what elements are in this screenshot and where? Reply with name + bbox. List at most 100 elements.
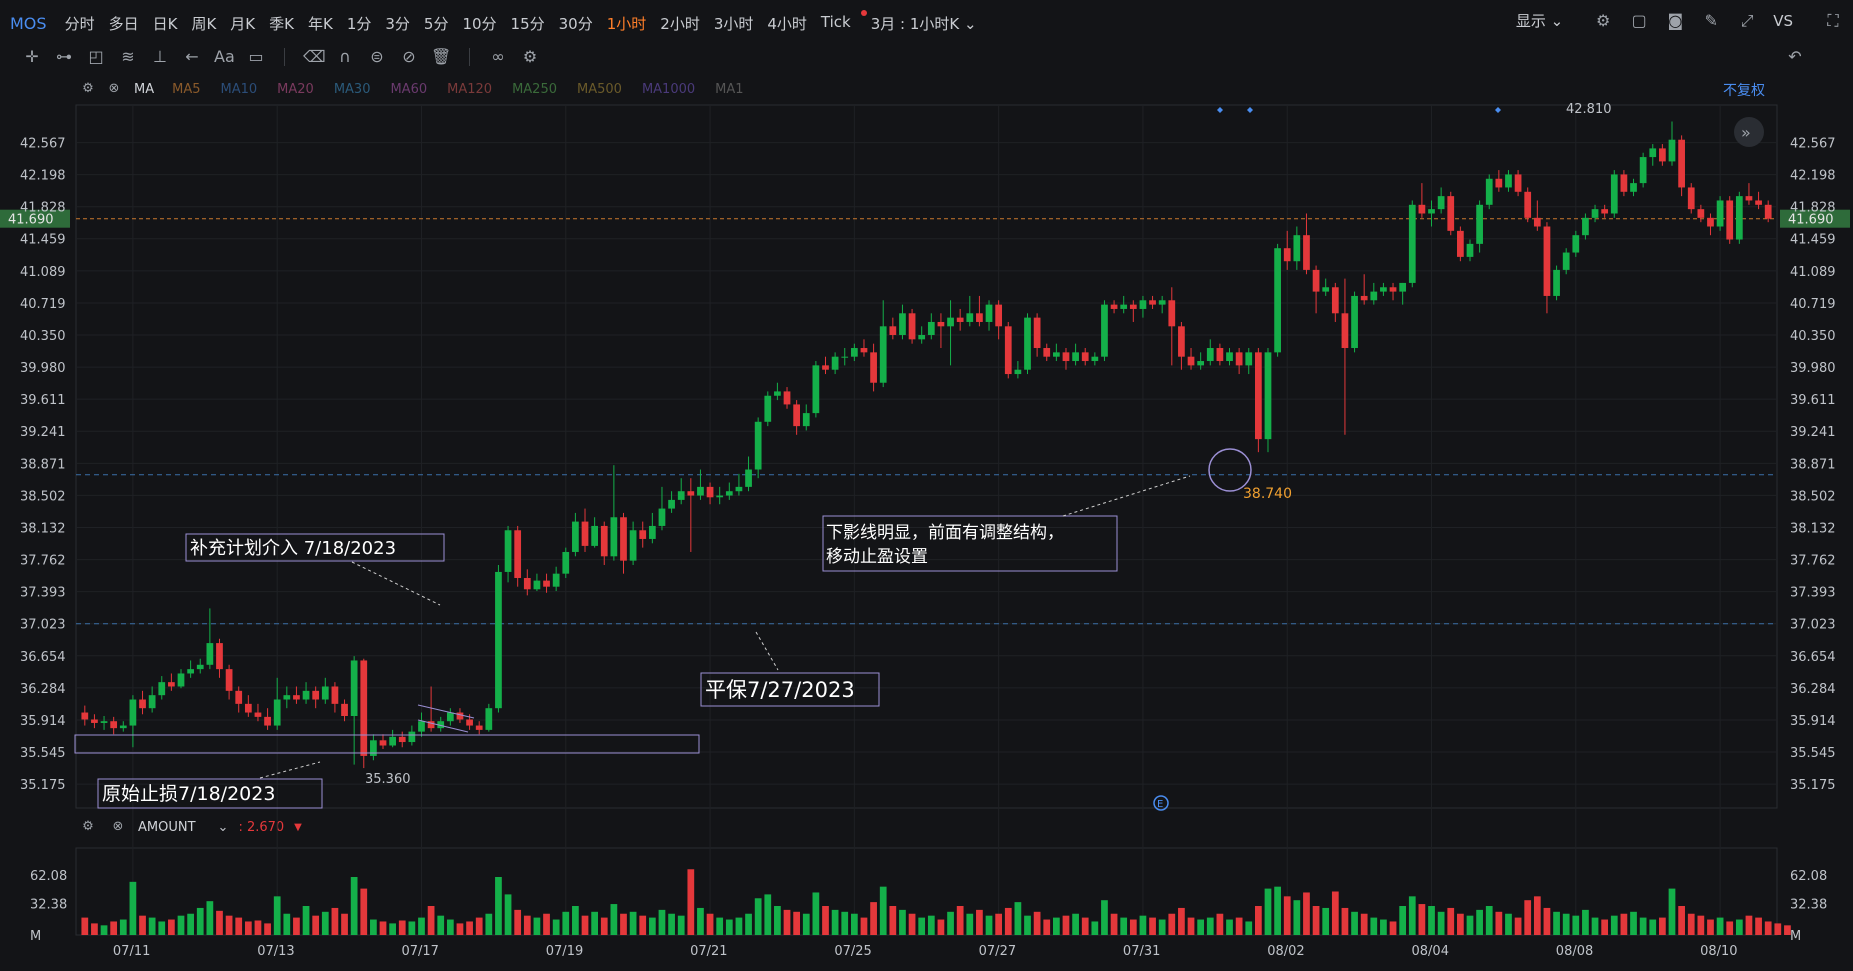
candle-body	[1755, 200, 1762, 205]
stop-circle[interactable]	[1208, 448, 1252, 492]
volume-bar	[1052, 917, 1060, 935]
timeframe-10[interactable]: 10分	[462, 14, 497, 33]
timeframe-9[interactable]: 5分	[423, 14, 449, 33]
hide-icon[interactable]: ⊘	[402, 47, 416, 66]
timeframe-7[interactable]: 1分	[346, 14, 372, 33]
y-tick-right: 37.023	[1790, 618, 1836, 633]
candle-body	[1476, 204, 1483, 244]
volume-bar	[1418, 904, 1426, 935]
ma-item-6[interactable]: MA250	[512, 81, 557, 97]
fullscreen-icon[interactable]: ⛶	[1827, 10, 1839, 30]
display-button[interactable]: 显示 ⌄	[1515, 12, 1564, 30]
adjust-button[interactable]: 不复权	[1723, 83, 1765, 99]
timeframe-14[interactable]: 2小时	[660, 14, 700, 33]
volume-bar	[1062, 915, 1070, 935]
crosshair-icon[interactable]: ✛	[25, 47, 39, 66]
expand-icon[interactable]: ⤢	[1740, 10, 1754, 30]
link-icon[interactable]: ∞	[491, 47, 505, 66]
anno3-box[interactable]	[700, 672, 880, 707]
gear-icon[interactable]: ⚙	[522, 47, 538, 66]
timeframe-0[interactable]: 分时	[64, 14, 95, 33]
timeframe-16[interactable]: 4小时	[767, 14, 807, 33]
ma-settings-icon[interactable]: ⚙	[82, 81, 94, 96]
ma-item-7[interactable]: MA500	[577, 81, 622, 97]
measure-tool-icon[interactable]: ⊥	[153, 47, 167, 66]
vol-settings-icon[interactable]: ⚙	[82, 819, 94, 834]
pencil-icon[interactable]: ✎	[1704, 10, 1718, 30]
timeframe-15[interactable]: 3小时	[713, 14, 754, 33]
timeframe-17[interactable]: Tick	[820, 12, 851, 31]
timeframe-8[interactable]: 3分	[385, 14, 410, 33]
timeframe-6[interactable]: 年K	[307, 14, 333, 33]
symbol-label[interactable]: MOS	[10, 13, 47, 33]
volume-bar	[1033, 911, 1041, 935]
vol-close-icon[interactable]: ⊗	[112, 819, 124, 834]
period-selector[interactable]: 3月 : 1小时K ⌄	[871, 13, 977, 34]
timeframe-5[interactable]: 季K	[269, 14, 294, 33]
ma-close-icon[interactable]: ⊗	[108, 81, 120, 96]
vol-label[interactable]: AMOUNT	[138, 819, 196, 835]
vol-chevron-icon[interactable]: ⌄	[217, 819, 229, 835]
timeframe-2[interactable]: 日K	[152, 14, 178, 33]
volume-bar	[966, 913, 974, 935]
undo-icon[interactable]: ↶	[1788, 47, 1802, 66]
eraser-icon[interactable]: ⌫	[303, 47, 326, 66]
low-label: 35.360	[365, 772, 411, 787]
display-label: 显示	[1515, 12, 1546, 30]
candle-body	[1610, 174, 1618, 214]
anno4-box[interactable]	[822, 515, 1118, 572]
anno1-box[interactable]	[185, 533, 445, 562]
anno2-box[interactable]	[97, 778, 323, 809]
ma-item-2[interactable]: MA20	[277, 81, 314, 97]
vs-button[interactable]: VS	[1773, 11, 1793, 30]
timeframe-3[interactable]: 周K	[191, 14, 217, 33]
ma-item-1[interactable]: MA10	[220, 81, 258, 97]
volume-bar	[1303, 892, 1310, 935]
volume-bar	[1601, 919, 1609, 935]
line-tool-icon[interactable]: ⊶	[56, 47, 72, 66]
timeframe-1[interactable]: 多日	[108, 14, 139, 33]
candle-body	[446, 712, 454, 722]
candle-body	[793, 404, 801, 427]
annotations[interactable]: 补充计划介入 7/18/2023 原始止损7/18/2023 平保7/27/20…	[74, 102, 1764, 811]
candle-body	[398, 736, 406, 743]
settings-icon[interactable]: ⚙	[1596, 10, 1611, 30]
scroll-right-button[interactable]	[1734, 117, 1764, 147]
ma-item-5[interactable]: MA120	[447, 81, 493, 97]
anno1-leader	[351, 561, 441, 606]
vol-tick-right: 62.08	[1790, 869, 1827, 884]
shape-tool-icon[interactable]: ◰	[88, 47, 104, 66]
y-tick-right: 40.719	[1790, 297, 1836, 312]
comment-tool-icon[interactable]: ▭	[248, 47, 264, 66]
current-price-right: 41.690	[1788, 213, 1834, 228]
camera-icon[interactable]: ◙	[1667, 10, 1683, 30]
buy-zone-box[interactable]	[74, 734, 700, 754]
ma-item-9[interactable]: MA1	[715, 81, 744, 97]
ma-item-8[interactable]: MA1000	[641, 81, 696, 97]
arrow-tool-icon[interactable]: ←	[185, 47, 199, 66]
volume-bar	[725, 919, 733, 935]
timeframe-4[interactable]: 月K	[230, 14, 256, 33]
timeframe-12[interactable]: 30分	[558, 14, 593, 33]
timeframe-13[interactable]: 1小时	[606, 14, 647, 33]
volume-bar	[408, 921, 416, 935]
event-marker-icon[interactable]	[1153, 795, 1169, 811]
fib-tool-icon[interactable]: ≋	[121, 47, 135, 66]
ma-item-0[interactable]: MA5	[172, 81, 201, 97]
ma-label[interactable]: MA	[134, 81, 155, 97]
text-tool-icon[interactable]: Aa	[214, 47, 235, 66]
magnet-icon[interactable]: ∩	[339, 47, 351, 66]
volume-bar	[312, 915, 320, 935]
timeframe-11[interactable]: 15分	[510, 14, 545, 33]
lock-icon[interactable]: ⊜	[370, 47, 384, 66]
trash-icon[interactable]: 🗑	[431, 47, 452, 66]
anno3-leader	[755, 631, 779, 671]
y-tick-right: 37.393	[1790, 586, 1836, 601]
ma-item-4[interactable]: MA60	[390, 81, 428, 97]
candle-body	[879, 326, 887, 383]
toolbar-divider	[284, 48, 285, 66]
layout-icon[interactable]: ▢	[1631, 10, 1647, 30]
ma-item-3[interactable]: MA30	[333, 81, 371, 97]
candle-body	[572, 521, 579, 552]
